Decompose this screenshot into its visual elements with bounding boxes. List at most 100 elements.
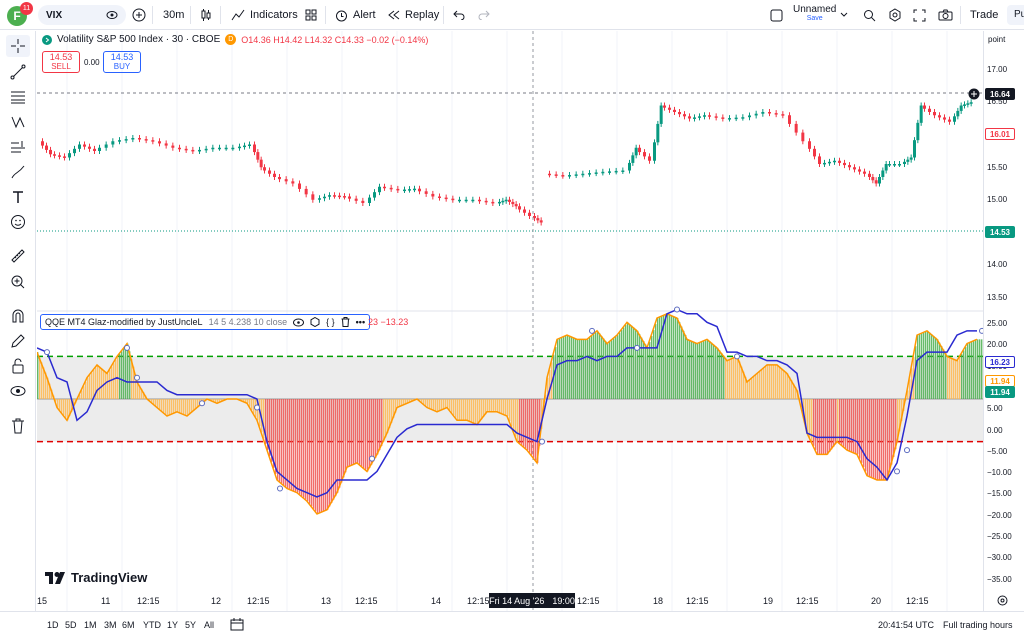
session-selector[interactable]: Full trading hours (943, 620, 1013, 630)
osc-histogram-bar (307, 399, 309, 502)
candle (138, 138, 141, 140)
sell-button[interactable]: 14.53 SELL (42, 51, 80, 73)
osc-histogram-bar (477, 399, 479, 425)
price-axis[interactable]: point 17.0016.5016.0015.5015.0014.5014.0… (983, 31, 1024, 611)
eye-icon[interactable] (106, 10, 118, 20)
osc-histogram-bar (203, 399, 205, 403)
osc-histogram-bar (511, 399, 513, 427)
interval-button[interactable]: 30m (163, 0, 184, 30)
forecast-tool[interactable] (6, 136, 30, 158)
settings-icon[interactable] (997, 595, 1008, 606)
range-all-button[interactable]: All (204, 620, 215, 630)
osc-histogram-bar (787, 373, 789, 399)
scale-mode[interactable]: point (988, 35, 1006, 44)
candle (561, 175, 565, 177)
candle (68, 153, 71, 158)
zoom-in-icon (11, 275, 25, 289)
magnet-tool[interactable] (6, 305, 30, 327)
osc-histogram-bar (111, 366, 113, 399)
cross-marker (124, 344, 130, 351)
osc-histogram-bar (285, 399, 287, 487)
publish-button[interactable]: Pu (1007, 5, 1024, 25)
osc-histogram-bar (607, 343, 609, 399)
layout-checkbox[interactable] (770, 0, 783, 30)
time-tick-label: 12:15 (247, 596, 270, 606)
eye-icon[interactable] (293, 318, 305, 327)
candle (874, 180, 878, 184)
tradingview-logo[interactable]: TradingView (45, 570, 147, 585)
range-1m-button[interactable]: 1M (84, 620, 97, 630)
settings-icon[interactable] (310, 317, 320, 327)
candle (634, 147, 638, 156)
fullscreen-button[interactable] (913, 0, 926, 30)
utc-clock[interactable]: 20:41:54 UTC (878, 620, 935, 630)
osc-histogram-bar (107, 373, 109, 399)
trade-button[interactable]: Trade (970, 0, 998, 30)
layouts-button[interactable] (305, 0, 317, 30)
range-6m-button[interactable]: 6M (122, 620, 135, 630)
lock-drawing-tool[interactable] (6, 330, 30, 352)
delete-drawings-tool[interactable] (6, 415, 30, 437)
osc-histogram-bar (577, 339, 579, 399)
candle (884, 164, 888, 171)
range-5d-button[interactable]: 5D (65, 620, 77, 630)
snapshot-button[interactable] (938, 0, 953, 30)
more-icon[interactable]: ••• (355, 317, 366, 327)
chart-type-button[interactable] (200, 0, 212, 30)
osc-histogram-bar (729, 359, 731, 399)
osc-histogram-bar (393, 399, 395, 418)
time-tick-label: 15 (37, 596, 48, 606)
osc-histogram-bar (275, 399, 277, 474)
cross-marker (539, 438, 545, 445)
osc-histogram-bar (309, 399, 311, 504)
add-symbol-button[interactable] (132, 0, 146, 30)
redo-button[interactable] (478, 0, 490, 30)
osc-histogram-bar (127, 343, 129, 399)
hide-drawings-tool[interactable] (6, 380, 30, 402)
collapse-arrow-icon[interactable] (42, 34, 52, 45)
range-5y-button[interactable]: 5Y (185, 620, 197, 630)
osc-histogram-bar (453, 399, 455, 416)
brush-tool[interactable] (6, 161, 30, 183)
range-ytd-button[interactable]: YTD (143, 620, 161, 630)
candle (348, 196, 351, 199)
undo-button[interactable] (453, 0, 465, 30)
osc-histogram-bar (297, 399, 299, 493)
source-code-icon[interactable]: { } (326, 317, 335, 327)
range-1d-button[interactable]: 1D (47, 620, 59, 630)
layout-menu-button[interactable] (840, 0, 848, 30)
candle (413, 188, 416, 191)
instrument-title[interactable]: Volatility S&P 500 Index · 30 · CBOE (57, 34, 221, 45)
settings-button[interactable] (888, 0, 902, 30)
candle (389, 187, 393, 190)
indicators-button[interactable]: Indicators (231, 0, 298, 30)
trash-icon[interactable] (341, 317, 350, 327)
crosshair-tool[interactable] (6, 35, 30, 57)
divider (190, 6, 191, 24)
text-tool[interactable] (6, 186, 30, 208)
indicator-legend[interactable]: QQE MT4 Glaz-modified by JustUncleL 14 5… (40, 314, 371, 330)
osc-histogram-bar (737, 356, 739, 399)
candle (688, 116, 691, 119)
range-3m-button[interactable]: 3M (104, 620, 117, 630)
trendline-tool[interactable] (6, 61, 30, 83)
candle (291, 181, 295, 184)
replay-button[interactable]: Replay (388, 0, 439, 30)
quick-search-button[interactable] (863, 0, 876, 30)
buy-button[interactable]: 14.53 BUY (103, 51, 141, 73)
osc-histogram-bar (769, 364, 771, 399)
fib-tool[interactable] (6, 86, 30, 108)
lock-all-tool[interactable] (6, 355, 30, 377)
add-alert-icon[interactable] (968, 88, 980, 100)
range-1y-button[interactable]: 1Y (167, 620, 179, 630)
icon-tool[interactable] (6, 211, 30, 233)
zoom-tool[interactable] (6, 271, 30, 293)
measure-tool[interactable] (6, 245, 30, 267)
symbol-search[interactable]: VIX (38, 5, 126, 25)
layout-name[interactable]: Unnamed Save (793, 5, 836, 23)
alert-button[interactable]: Alert (335, 0, 376, 30)
osc-histogram-bar (175, 399, 177, 413)
calendar-range-icon[interactable] (230, 618, 244, 631)
pattern-tool[interactable] (6, 111, 30, 133)
osc-histogram-bar (69, 399, 71, 417)
